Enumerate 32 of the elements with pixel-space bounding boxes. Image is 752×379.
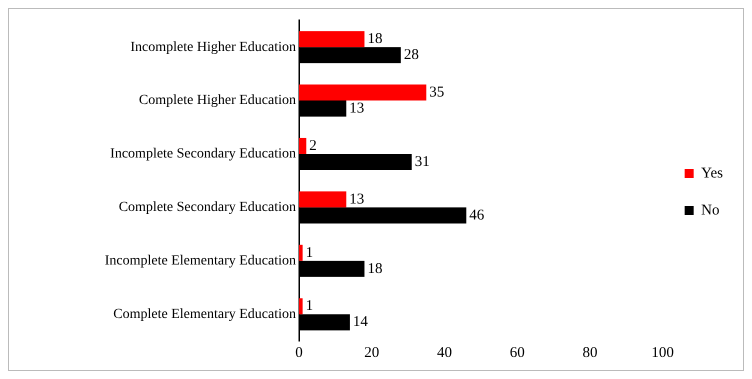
x-tick-label: 80 <box>582 344 598 361</box>
y-tick-label: Complete Secondary Education <box>118 200 296 216</box>
x-tick-label: 40 <box>436 344 452 361</box>
legend-label: Yes <box>701 165 724 182</box>
x-tick-label: 0 <box>295 344 303 361</box>
x-tick-label: 60 <box>510 344 525 361</box>
data-label: 31 <box>414 154 430 170</box>
legend-label: No <box>701 202 720 218</box>
data-label: 28 <box>404 47 419 64</box>
data-label: 13 <box>349 100 364 117</box>
y-tick-label: Complete Higher Education <box>138 93 296 108</box>
data-label: 46 <box>469 207 485 224</box>
data-label: 18 <box>367 260 382 277</box>
x-tick-label: 100 <box>651 344 674 361</box>
y-tick-label: Incomplete Secondary Education <box>110 146 296 162</box>
data-label: 35 <box>429 84 444 100</box>
y-tick-label: Incomplete Higher Education <box>130 40 296 55</box>
y-tick-label: Complete Elementary Education <box>113 306 296 322</box>
data-label: 1 <box>306 298 314 314</box>
data-label: 13 <box>349 191 364 208</box>
bar <box>299 298 303 314</box>
bar <box>299 31 364 48</box>
data-label: 1 <box>306 244 314 261</box>
data-label: 14 <box>352 314 368 330</box>
bar <box>299 191 346 208</box>
bar <box>299 138 306 154</box>
bar <box>299 244 303 261</box>
data-label: 18 <box>367 31 382 48</box>
bar <box>299 84 426 101</box>
y-tick-label: Incomplete Elementary Education <box>104 254 296 269</box>
data-label: 2 <box>309 138 317 154</box>
x-tick-label: 20 <box>364 344 380 361</box>
